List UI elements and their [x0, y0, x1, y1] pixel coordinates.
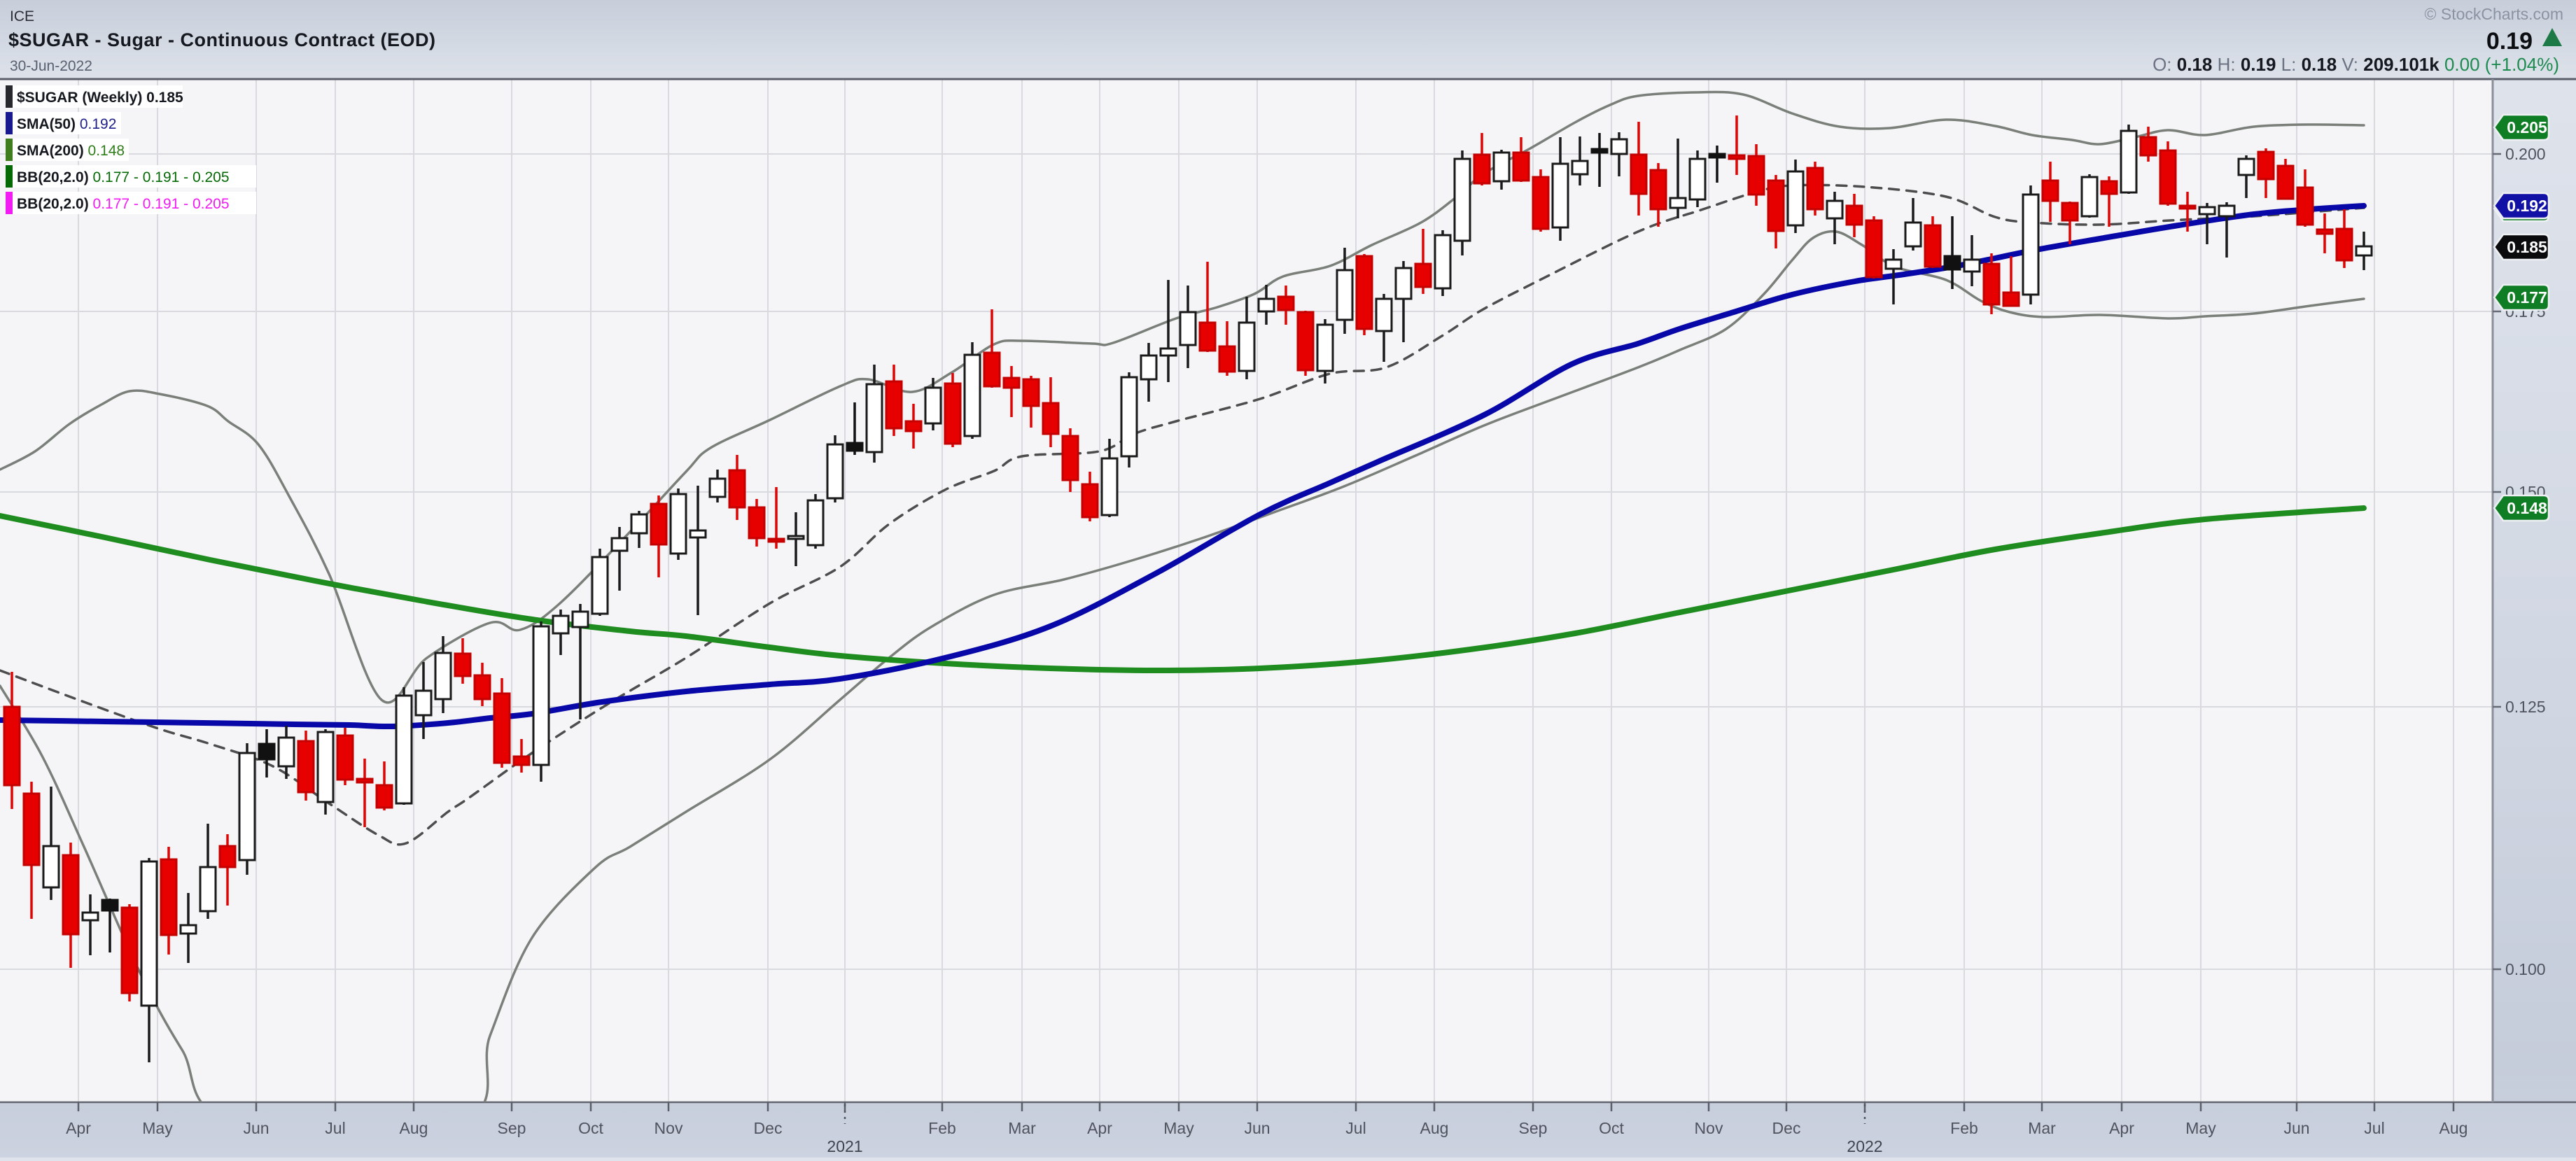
- svg-text:Jun: Jun: [1244, 1119, 1270, 1137]
- svg-text:Apr: Apr: [1087, 1119, 1112, 1137]
- svg-text:Dec: Dec: [1772, 1119, 1801, 1137]
- svg-text:May: May: [2185, 1119, 2216, 1137]
- svg-text:Mar: Mar: [1008, 1119, 1036, 1137]
- svg-text:ICE: ICE: [10, 8, 34, 24]
- svg-text:May: May: [1163, 1119, 1194, 1137]
- svg-text:Feb: Feb: [928, 1119, 956, 1137]
- svg-text:SMA(200) 0.148: SMA(200) 0.148: [17, 143, 125, 159]
- svg-text:Aug: Aug: [1420, 1119, 1449, 1137]
- svg-text:Nov: Nov: [654, 1119, 683, 1137]
- svg-text:Jun: Jun: [243, 1119, 269, 1137]
- svg-text:Aug: Aug: [2440, 1119, 2468, 1137]
- svg-text:$SUGAR - Sugar - Continuous Co: $SUGAR - Sugar - Continuous Contract (EO…: [8, 29, 436, 50]
- svg-text:Oct: Oct: [1599, 1119, 1624, 1137]
- svg-text:0.19: 0.19: [2486, 28, 2533, 55]
- svg-text:2021: 2021: [827, 1137, 862, 1155]
- svg-text:Apr: Apr: [66, 1119, 91, 1137]
- svg-text:0.100: 0.100: [2505, 960, 2546, 978]
- svg-text:O: 0.18 H: 0.19 L: 0.18: O: 0.18 H: 0.19 L: 0.18 V: 209.101k 0.00…: [2152, 54, 2559, 75]
- svg-text:SMA(50) 0.192: SMA(50) 0.192: [17, 116, 116, 132]
- svg-text:Dec: Dec: [754, 1119, 783, 1137]
- svg-text:Jun: Jun: [2283, 1119, 2309, 1137]
- svg-text:Jul: Jul: [1345, 1119, 1366, 1137]
- svg-text:0.185: 0.185: [2507, 238, 2547, 256]
- svg-text:Mar: Mar: [2028, 1119, 2056, 1137]
- svg-text:0.200: 0.200: [2505, 145, 2546, 163]
- svg-text:Oct: Oct: [578, 1119, 603, 1137]
- svg-text:0.205: 0.205: [2507, 118, 2547, 136]
- svg-text:Feb: Feb: [1950, 1119, 1978, 1137]
- svg-text:Jul: Jul: [325, 1119, 345, 1137]
- svg-text:0.148: 0.148: [2507, 499, 2547, 517]
- svg-text:$SUGAR (Weekly) 0.185: $SUGAR (Weekly) 0.185: [17, 90, 183, 106]
- svg-text:Sep: Sep: [1519, 1119, 1548, 1137]
- svg-text:0.192: 0.192: [2507, 197, 2547, 215]
- svg-text:0.177: 0.177: [2507, 288, 2547, 307]
- svg-text:Nov: Nov: [1695, 1119, 1723, 1137]
- svg-text:Apr: Apr: [2109, 1119, 2134, 1137]
- svg-text:BB(20,2.0) 0.177 - 0.191 - 0.2: BB(20,2.0) 0.177 - 0.191 - 0.205: [17, 169, 230, 185]
- svg-text:Aug: Aug: [400, 1119, 428, 1137]
- svg-text:© StockCharts.com: © StockCharts.com: [2425, 5, 2563, 23]
- svg-text:BB(20,2.0) 0.177 - 0.191 - 0.2: BB(20,2.0) 0.177 - 0.191 - 0.205: [17, 196, 230, 212]
- svg-text:Sep: Sep: [498, 1119, 526, 1137]
- svg-text:30-Jun-2022: 30-Jun-2022: [10, 58, 92, 74]
- svg-text:0.125: 0.125: [2505, 698, 2546, 716]
- svg-text:2022: 2022: [1847, 1137, 1882, 1155]
- svg-text:Jul: Jul: [2364, 1119, 2384, 1137]
- svg-text:May: May: [142, 1119, 173, 1137]
